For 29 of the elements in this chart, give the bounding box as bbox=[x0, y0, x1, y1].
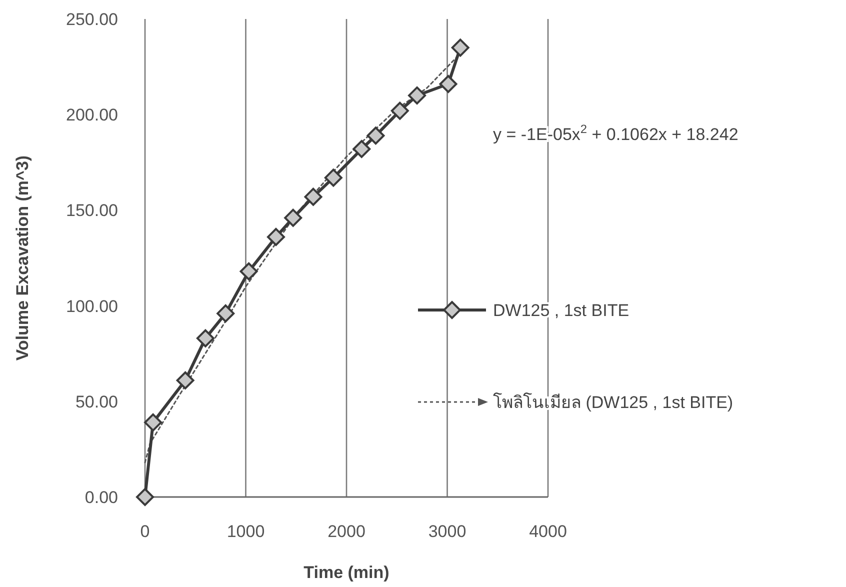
x-tick-label: 0 bbox=[140, 522, 150, 541]
point bbox=[284, 208, 302, 227]
point bbox=[366, 126, 385, 145]
point bbox=[324, 168, 342, 187]
y-tick-label: 50.00 bbox=[75, 392, 118, 412]
point bbox=[408, 86, 426, 104]
point bbox=[439, 75, 458, 94]
y-axis-title: Volume Excavation (m^3) bbox=[13, 155, 32, 361]
point bbox=[304, 188, 322, 206]
point bbox=[266, 228, 285, 246]
y-tick-label: 250.00 bbox=[66, 10, 118, 29]
point bbox=[352, 140, 371, 158]
x-tick-label: 2000 bbox=[328, 522, 366, 541]
y-tick-label: 100.00 bbox=[66, 296, 118, 316]
point bbox=[451, 38, 470, 57]
point bbox=[144, 413, 162, 432]
x-tick-label: 1000 bbox=[226, 522, 265, 541]
x-tick-label: 4000 bbox=[529, 522, 567, 541]
point bbox=[216, 304, 235, 322]
y-tick-label: 150.00 bbox=[66, 201, 118, 220]
point bbox=[240, 262, 258, 280]
point bbox=[176, 371, 194, 390]
point bbox=[390, 102, 409, 120]
x-axis-title: Time (min) bbox=[304, 563, 390, 582]
y-tick-label: 200.00 bbox=[66, 106, 118, 125]
point bbox=[136, 488, 154, 506]
y-tick-label: 0.00 bbox=[84, 488, 118, 507]
x-tick-label: 3000 bbox=[428, 522, 466, 541]
point bbox=[196, 329, 214, 348]
